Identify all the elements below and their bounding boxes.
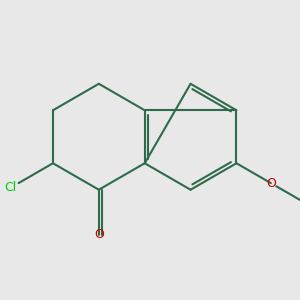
Text: O: O <box>94 228 104 241</box>
Text: Cl: Cl <box>4 182 16 194</box>
Text: O: O <box>266 177 276 190</box>
